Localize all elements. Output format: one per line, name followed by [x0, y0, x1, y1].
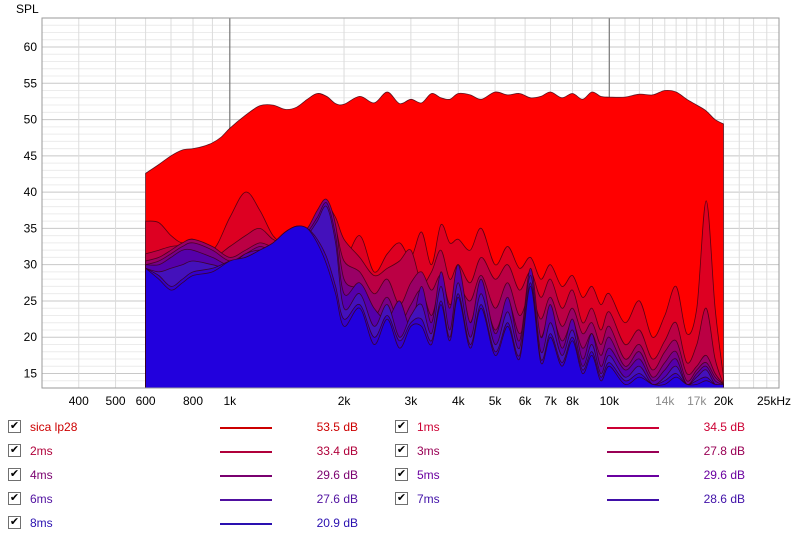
legend-value: 20.9 dB: [316, 516, 358, 530]
y-tick-label: 25: [24, 294, 38, 308]
y-tick-labels: 15 20 25 30 35 40 45 50 55 60: [24, 40, 38, 380]
legend-value: 33.4 dB: [316, 444, 358, 458]
legend-checkbox[interactable]: ✔: [8, 516, 21, 529]
x-tick-label: 800: [183, 394, 203, 408]
y-tick-label: 40: [24, 185, 38, 199]
legend-checkbox[interactable]: ✔: [395, 492, 408, 505]
legend-series-name: 4ms: [30, 468, 53, 482]
legend-item: ✔ 6ms 27.6 dB: [8, 490, 368, 508]
legend-color-swatch: [220, 451, 272, 453]
legend-checkbox[interactable]: ✔: [8, 420, 21, 433]
x-tick-label: 10k: [600, 394, 620, 408]
x-tick-label: 400: [69, 394, 89, 408]
legend-item: ✔ 8ms 20.9 dB: [8, 514, 368, 532]
y-tick-label: 60: [24, 40, 38, 54]
legend-checkbox[interactable]: ✔: [8, 468, 21, 481]
x-tick-label: 600: [136, 394, 156, 408]
x-tick-labels: 400 500 600 800 1k 2k 3k 4k 5k 6k 7k 8k 10k 14k 17k 20k: [69, 394, 734, 408]
legend-checkbox[interactable]: ✔: [395, 420, 408, 433]
legend-series-name: 8ms: [30, 516, 53, 530]
legend-series-name: 3ms: [417, 444, 440, 458]
legend: ✔ sica lp28 53.5 dB ✔ 1ms 34.5 dB ✔ 2ms 33.4 dB ✔…: [0, 416, 800, 536]
x-tick-label: 14k: [655, 394, 675, 408]
x-tick-label: 500: [106, 394, 126, 408]
x-tick-label: 3k: [405, 394, 419, 408]
y-axis-label: SPL: [16, 2, 39, 16]
x-axis-unit-label: 25kHz: [757, 394, 791, 408]
x-tick-label: 1k: [223, 394, 237, 408]
x-tick-label: 5k: [489, 394, 503, 408]
x-tick-label: 2k: [338, 394, 352, 408]
legend-color-swatch: [220, 523, 272, 525]
legend-item: ✔ 7ms 28.6 dB: [395, 490, 755, 508]
legend-series-name: 1ms: [417, 420, 440, 434]
legend-color-swatch: [607, 499, 659, 501]
legend-item: ✔ 4ms 29.6 dB: [8, 466, 368, 484]
legend-color-swatch: [607, 451, 659, 453]
legend-item: ✔ 5ms 29.6 dB: [395, 466, 755, 484]
x-tick-label: 17k: [687, 394, 707, 408]
x-tick-label: 8k: [566, 394, 580, 408]
legend-value: 34.5 dB: [703, 420, 745, 434]
x-tick-label: 7k: [544, 394, 558, 408]
legend-value: 29.6 dB: [703, 468, 745, 482]
series-area-8ms: [145, 225, 724, 389]
legend-item: ✔ 1ms 34.5 dB: [395, 418, 755, 436]
x-tick-label: 6k: [519, 394, 533, 408]
legend-item: ✔ sica lp28 53.5 dB: [8, 418, 368, 436]
x-tick-label: 4k: [452, 394, 466, 408]
y-tick-label: 30: [24, 258, 38, 272]
legend-checkbox[interactable]: ✔: [395, 444, 408, 457]
legend-value: 27.6 dB: [316, 492, 358, 506]
legend-item: ✔ 2ms 33.4 dB: [8, 442, 368, 460]
legend-color-swatch: [607, 427, 659, 429]
y-tick-label: 20: [24, 330, 38, 344]
legend-item: ✔ 3ms 27.8 dB: [395, 442, 755, 460]
legend-value: 29.6 dB: [316, 468, 358, 482]
plot-border: [41, 17, 780, 389]
y-tick-label: 35: [24, 221, 38, 235]
legend-series-name: 6ms: [30, 492, 53, 506]
legend-color-swatch: [220, 427, 272, 429]
legend-checkbox[interactable]: ✔: [395, 468, 408, 481]
legend-color-swatch: [220, 475, 272, 477]
legend-value: 27.8 dB: [703, 444, 745, 458]
legend-color-swatch: [220, 499, 272, 501]
legend-color-swatch: [607, 475, 659, 477]
y-tick-label: 15: [24, 366, 38, 380]
legend-checkbox[interactable]: ✔: [8, 444, 21, 457]
legend-series-name: 5ms: [417, 468, 440, 482]
legend-series-name: 7ms: [417, 492, 440, 506]
y-tick-label: 45: [24, 149, 38, 163]
legend-series-name: sica lp28: [30, 420, 78, 434]
legend-checkbox[interactable]: ✔: [8, 492, 21, 505]
series-areas: [145, 89, 724, 389]
legend-value: 53.5 dB: [316, 420, 358, 434]
y-tick-label: 50: [24, 113, 38, 127]
x-tick-label: 20k: [714, 394, 734, 408]
legend-value: 28.6 dB: [703, 492, 745, 506]
y-tick-label: 55: [24, 76, 38, 90]
legend-series-name: 2ms: [30, 444, 53, 458]
